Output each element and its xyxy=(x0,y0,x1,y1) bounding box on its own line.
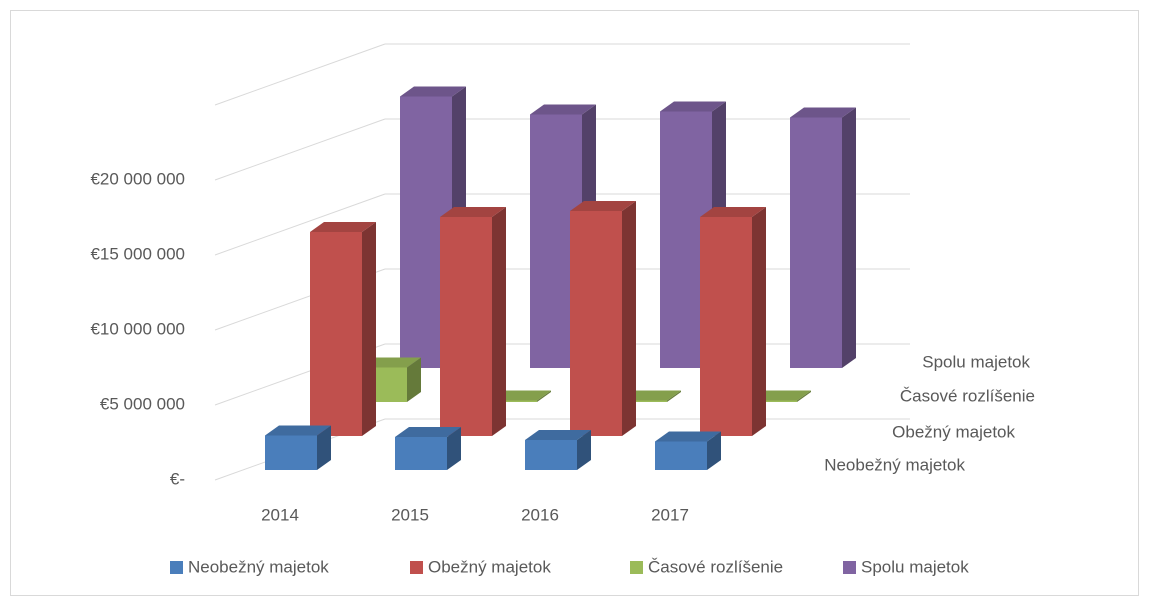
bar-face xyxy=(265,435,317,470)
legend-swatch xyxy=(410,561,423,574)
bar-face xyxy=(790,117,842,368)
bar-face xyxy=(797,390,811,402)
y-tick-label: €20 000 000 xyxy=(90,169,185,188)
legend-label: Spolu majetok xyxy=(861,557,969,576)
x-tick-label: 2017 xyxy=(651,505,689,524)
y-tick-label: €5 000 000 xyxy=(100,394,185,413)
bar-face xyxy=(395,437,447,470)
bar xyxy=(790,107,856,368)
bar-face xyxy=(660,111,712,368)
bar-face xyxy=(362,222,376,436)
bar xyxy=(655,431,721,470)
bar-face xyxy=(440,217,492,436)
bar-face xyxy=(667,390,681,402)
bar-face xyxy=(577,430,591,470)
bar-face xyxy=(440,207,506,217)
bar-face xyxy=(400,86,466,97)
bar-face xyxy=(400,96,452,368)
legend-label: Neobežný majetok xyxy=(188,557,329,576)
bar-face xyxy=(530,114,582,368)
bar-face xyxy=(525,430,591,440)
bar-face xyxy=(707,431,721,470)
y-tick-label: €10 000 000 xyxy=(90,319,185,338)
grid-line xyxy=(214,43,910,106)
bar-face xyxy=(395,427,461,437)
bar-face xyxy=(447,427,461,470)
bar xyxy=(265,425,331,470)
bar-face xyxy=(570,211,622,436)
bar xyxy=(310,222,376,436)
grid-line xyxy=(214,118,910,181)
bar xyxy=(525,430,591,470)
legend-swatch xyxy=(630,561,643,574)
bar-face xyxy=(310,222,376,232)
bar xyxy=(570,201,636,436)
y-tick-label: €- xyxy=(170,469,185,488)
bar-face xyxy=(622,201,636,436)
bar-face xyxy=(492,207,506,436)
x-tick-label: 2015 xyxy=(391,505,429,524)
bar xyxy=(395,427,461,470)
bar-face xyxy=(570,201,636,211)
x-tick-label: 2016 xyxy=(521,505,559,524)
grid-line xyxy=(214,193,910,256)
bar-face xyxy=(752,207,766,436)
depth-label: Spolu majetok xyxy=(922,352,1030,371)
y-tick-label: €15 000 000 xyxy=(90,244,185,263)
bar-face xyxy=(407,357,421,402)
bar-face xyxy=(655,441,707,470)
bar-face xyxy=(530,104,596,115)
bar xyxy=(700,207,766,436)
bar-face xyxy=(265,425,331,436)
bar-face xyxy=(525,440,577,470)
depth-label: Obežný majetok xyxy=(892,422,1015,441)
depth-label: Časové rozlíšenie xyxy=(900,386,1035,405)
bar-face xyxy=(655,431,721,442)
bar-face xyxy=(660,101,726,112)
bar-face xyxy=(317,425,331,470)
bar-face xyxy=(700,217,752,436)
x-tick-label: 2014 xyxy=(261,505,299,524)
legend-swatch xyxy=(170,561,183,574)
bar-face xyxy=(537,390,551,402)
bar xyxy=(440,207,506,436)
depth-label: Neobežný majetok xyxy=(824,455,965,474)
bar-face xyxy=(842,107,856,368)
legend-label: Obežný majetok xyxy=(428,557,551,576)
bar-face xyxy=(700,207,766,217)
legend-label: Časové rozlíšenie xyxy=(648,557,783,576)
bar-face xyxy=(790,107,856,118)
bar-face xyxy=(310,232,362,436)
legend-swatch xyxy=(843,561,856,574)
